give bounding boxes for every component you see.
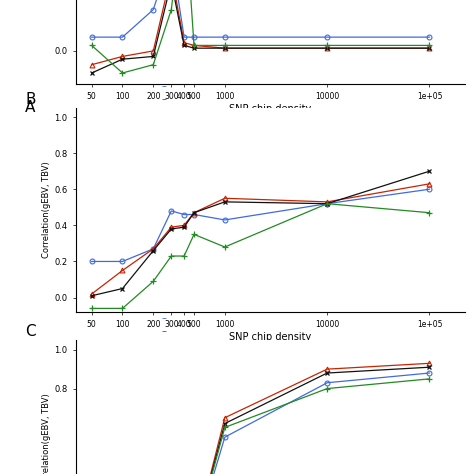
Text: –: – — [161, 94, 166, 104]
X-axis label: SNP chip density: SNP chip density — [229, 104, 311, 114]
Y-axis label: Correlation(gEBV, TBV): Correlation(gEBV, TBV) — [43, 162, 52, 258]
X-axis label: SNP chip density: SNP chip density — [229, 332, 311, 342]
Y-axis label: Correlation(gEBV, TBV): Correlation(gEBV, TBV) — [43, 393, 52, 474]
Text: –: – — [161, 313, 166, 323]
Text: C: C — [25, 324, 36, 339]
Text: B: B — [25, 91, 36, 107]
Text: A: A — [25, 100, 36, 115]
Text: –: – — [161, 326, 166, 336]
Text: –: – — [161, 82, 166, 91]
